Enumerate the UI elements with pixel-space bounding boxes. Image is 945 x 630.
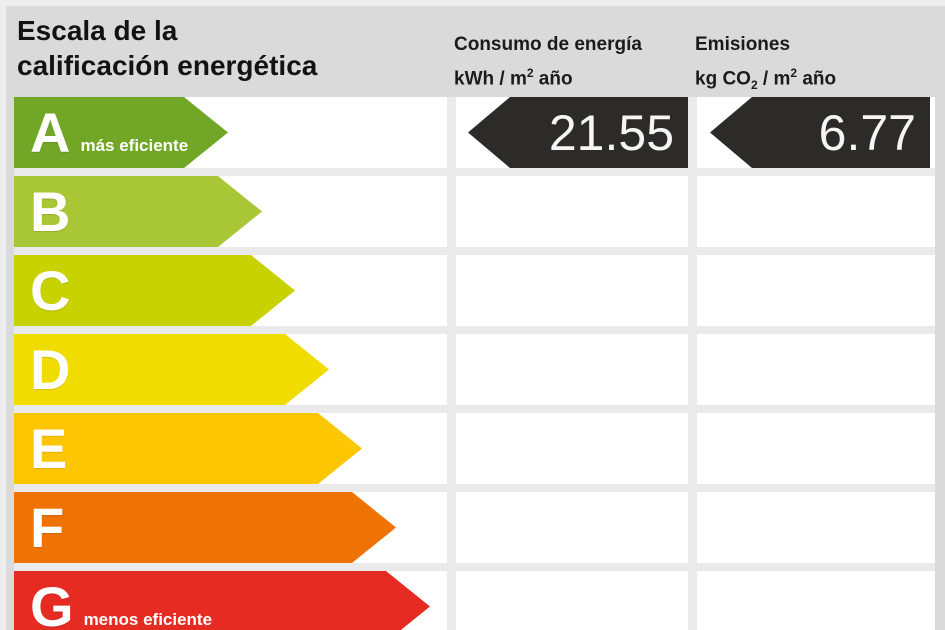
consumption-unit-base: kWh / m [454, 68, 527, 90]
emissions-cell-g [697, 571, 935, 630]
consumption-header-title: Consumo de energía [454, 34, 642, 55]
grade-letter-a: A [30, 100, 71, 164]
emissions-cell-d [697, 334, 935, 405]
emissions-unit-base1: kg CO [695, 68, 751, 90]
emissions-cell-b [697, 176, 935, 247]
emissions-unit-sup: 2 [790, 66, 798, 80]
consumption-header-unit: kWh / m2 año [454, 59, 642, 93]
scale-row-c: C [14, 255, 935, 326]
grade-qualifier-a: más eficiente [80, 135, 189, 155]
emissions-unit-rest: año [797, 68, 837, 90]
emissions-header-unit: kg CO2 / m2 año [695, 59, 836, 99]
emissions-cell-a: 6.77 [697, 97, 935, 168]
scale-row-d: D [14, 334, 935, 405]
consumption-cell-f [456, 492, 688, 563]
grade-arrow-e: E [14, 413, 362, 484]
consumption-cell-e [456, 413, 688, 484]
page-title-line2: calificación energética [17, 50, 318, 81]
consumption-unit-rest: año [533, 68, 573, 90]
grade-letter-d: D [30, 337, 71, 401]
emissions-unit-sub: 2 [750, 78, 758, 93]
scale-row-e: E [14, 413, 935, 484]
emissions-cell-e [697, 413, 935, 484]
emissions-header-title: Emisiones [695, 34, 791, 55]
consumption-cell-g [456, 571, 688, 630]
page-title: Escala de la calificación energética [17, 13, 317, 83]
grade-letter-e: E [30, 416, 68, 480]
scale-row-f: F [14, 492, 935, 563]
grade-arrow-d: D [14, 334, 329, 405]
consumption-cell-a: 21.55 [456, 97, 688, 168]
left-edge-highlight [0, 0, 6, 630]
consumption-value-arrow: 21.55 [468, 97, 688, 168]
grade-letter-f: F [30, 495, 65, 559]
emissions-cell-c [697, 255, 935, 326]
grade-arrow-b: B [14, 176, 262, 247]
emissions-cell-f [697, 492, 935, 563]
page-title-line1: Escala de la [17, 15, 178, 46]
consumption-cell-b [456, 176, 688, 247]
emissions-value-arrow: 6.77 [710, 97, 930, 168]
consumption-unit-sup: 2 [526, 66, 534, 80]
grade-cell-f: F [14, 492, 447, 563]
grade-arrow-f: F [14, 492, 396, 563]
grade-cell-e: E [14, 413, 447, 484]
grade-cell-c: C [14, 255, 447, 326]
grade-cell-d: D [14, 334, 447, 405]
grade-letter-c: C [30, 258, 71, 322]
grade-cell-b: B [14, 176, 447, 247]
consumption-column-header: Consumo de energía kWh / m2 año [454, 31, 642, 93]
top-edge-highlight [0, 0, 945, 6]
emissions-column-header: Emisiones kg CO2 / m2 año [695, 31, 836, 99]
scale-row-b: B [14, 176, 935, 247]
grade-letter-b: B [30, 179, 71, 243]
grade-arrow-c: C [14, 255, 295, 326]
emissions-unit-base2: / m [757, 68, 791, 90]
consumption-cell-c [456, 255, 688, 326]
grade-letter-g: G [30, 574, 74, 630]
grade-qualifier-g: menos eficiente [83, 609, 213, 629]
consumption-cell-d [456, 334, 688, 405]
